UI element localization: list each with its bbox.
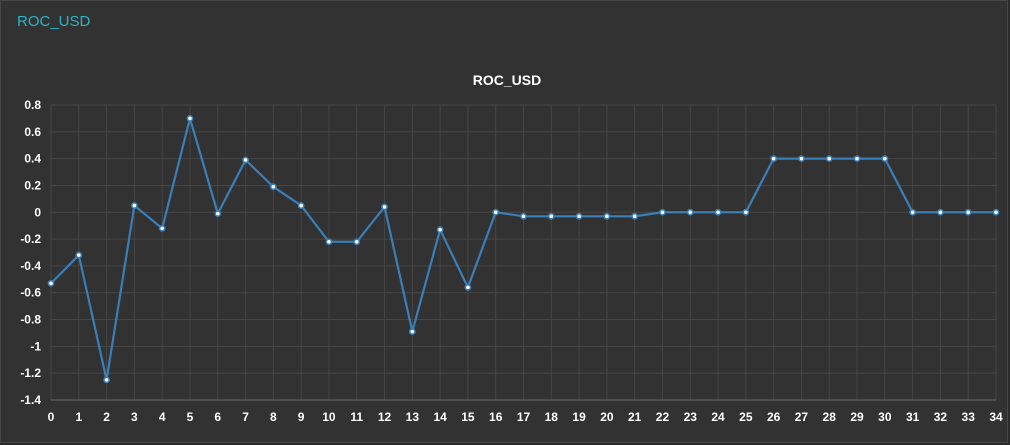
data-point[interactable]	[297, 202, 305, 209]
y-tick-label: -0.8	[20, 313, 41, 327]
x-tick-label: 20	[600, 410, 614, 424]
y-tick-label: 0	[34, 205, 41, 219]
data-point[interactable]	[575, 212, 583, 220]
data-point[interactable]	[992, 208, 1000, 216]
x-tick-label: 10	[322, 410, 336, 424]
x-tick-label: 16	[489, 410, 503, 424]
x-tick-label: 18	[545, 410, 559, 424]
x-tick-label: 24	[711, 410, 725, 424]
x-tick-label: 11	[350, 410, 363, 424]
points-layer	[47, 115, 1000, 384]
data-point[interactable]	[798, 155, 805, 163]
x-tick-label: 32	[934, 410, 948, 424]
data-point[interactable]	[964, 208, 972, 216]
x-tick-label: 6	[214, 410, 221, 424]
x-tick-label: 29	[850, 410, 864, 424]
data-point[interactable]	[909, 208, 917, 216]
data-point[interactable]	[325, 238, 333, 246]
y-tick-label: -1.2	[20, 366, 41, 380]
y-tick-label: -1.4	[20, 393, 41, 407]
x-tick-label: 30	[878, 410, 892, 424]
data-point[interactable]	[158, 224, 166, 232]
data-point[interactable]	[47, 279, 55, 287]
chart-title: ROC_USD	[473, 72, 541, 88]
x-tick-label: 15	[461, 410, 475, 424]
y-tick-label: -1	[30, 339, 41, 353]
y-tick-label: -0.4	[20, 259, 41, 273]
data-point[interactable]	[659, 208, 666, 216]
x-tick-label: 12	[378, 410, 392, 424]
data-point[interactable]	[520, 212, 527, 220]
data-point[interactable]	[381, 203, 388, 211]
panel-title: ROC_USD	[17, 13, 91, 30]
data-point[interactable]	[464, 283, 472, 291]
data-point[interactable]	[853, 155, 861, 163]
data-point[interactable]	[742, 208, 750, 216]
data-point[interactable]	[75, 251, 83, 259]
y-tick-label: -0.2	[20, 232, 41, 246]
y-tick-label: 0.2	[24, 178, 41, 192]
data-point[interactable]	[269, 183, 277, 191]
x-tick-label: 34	[989, 410, 1003, 424]
x-tick-label: 13	[406, 410, 420, 424]
x-tick-label: 17	[517, 410, 531, 424]
x-tick-label: 9	[298, 410, 305, 424]
x-tick-label: 4	[159, 410, 166, 424]
data-point[interactable]	[130, 202, 138, 209]
data-point[interactable]	[631, 212, 639, 220]
x-tick-label: 0	[48, 410, 55, 424]
data-point[interactable]	[492, 208, 500, 216]
x-tick-label: 21	[628, 410, 642, 424]
data-point[interactable]	[937, 208, 944, 216]
data-point[interactable]	[353, 238, 361, 246]
x-axis: 0 1 2 3 4 5 6 7 8 9 10 11 12 13 14 15 16 17 18 19 20 21 22 23 24…	[48, 399, 1003, 424]
x-tick-label: 19	[572, 410, 586, 424]
grid	[50, 104, 997, 401]
x-tick-label: 8	[270, 410, 277, 424]
x-tick-label: 3	[131, 410, 138, 424]
x-tick-label: 28	[823, 410, 837, 424]
data-point[interactable]	[242, 156, 249, 164]
data-point[interactable]	[186, 115, 194, 122]
x-tick-label: 31	[906, 410, 920, 424]
data-point[interactable]	[714, 208, 722, 216]
x-tick-label: 2	[103, 410, 110, 424]
x-tick-label: 27	[795, 410, 809, 424]
x-tick-label: 23	[684, 410, 698, 424]
data-point[interactable]	[770, 155, 778, 163]
data-point[interactable]	[103, 376, 110, 384]
x-tick-label: 22	[656, 410, 670, 424]
data-point[interactable]	[547, 212, 555, 220]
x-tick-label: 7	[242, 410, 249, 424]
y-tick-label: 0.4	[24, 152, 41, 166]
x-tick-label: 33	[962, 410, 976, 424]
x-tick-label: 1	[75, 410, 82, 424]
x-tick-label: 25	[739, 410, 753, 424]
data-point[interactable]	[881, 155, 889, 163]
x-tick-label: 5	[187, 410, 194, 424]
data-point[interactable]	[214, 210, 222, 218]
data-point[interactable]	[408, 328, 416, 336]
y-tick-label: -0.6	[20, 286, 41, 300]
x-tick-label: 14	[433, 410, 447, 424]
data-point[interactable]	[825, 155, 833, 163]
x-tick-label: 26	[767, 410, 781, 424]
data-point[interactable]	[686, 208, 694, 216]
data-point[interactable]	[603, 212, 611, 220]
data-point[interactable]	[436, 226, 444, 234]
y-axis: 0.8 0.6 0.4 0.2 0 -0.2 -0.4 -0.6 -0.8 -1 -1.2 -1.4	[20, 98, 41, 407]
y-tick-label: 0.6	[24, 125, 41, 139]
y-tick-label: 0.8	[24, 98, 41, 112]
